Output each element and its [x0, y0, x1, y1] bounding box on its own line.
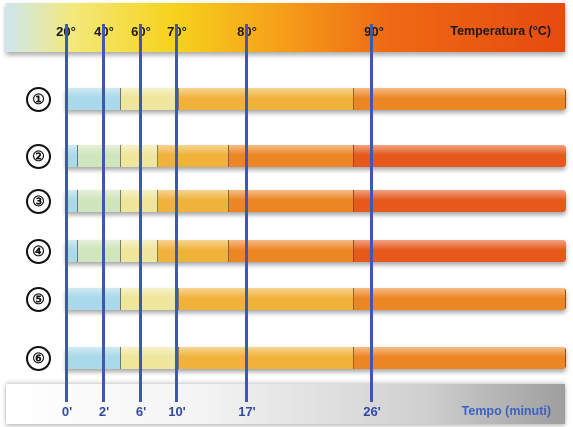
row-number-badge: ⑥ [26, 346, 51, 371]
time-tick: 2' [98, 404, 110, 419]
bar-segment [66, 88, 121, 110]
bar-segment [354, 347, 566, 369]
bar-segment [158, 190, 229, 212]
process-bar [66, 240, 566, 262]
bar-segment [121, 145, 158, 167]
temp-tick: 60° [131, 24, 151, 39]
bar-segment [121, 240, 158, 262]
bar-segment [179, 288, 354, 310]
process-bar [66, 288, 566, 310]
guide-line [245, 24, 248, 402]
row-number-badge: ④ [26, 239, 51, 264]
time-tick: 17' [238, 404, 256, 419]
bar-segment [229, 190, 354, 212]
time-axis-title: Tempo (minuti) [461, 404, 551, 418]
bar-segment [78, 240, 121, 262]
row-number-badge: ② [26, 144, 51, 169]
bar-segment [229, 145, 354, 167]
bar-segment [66, 288, 121, 310]
row-number-badge: ⑤ [26, 287, 51, 312]
bar-segment [179, 347, 354, 369]
guide-line [102, 24, 105, 402]
guide-line [370, 24, 373, 402]
bar-segment [158, 145, 229, 167]
bar-segment [78, 190, 121, 212]
temp-tick: 40° [94, 24, 114, 39]
bar-segment [66, 190, 78, 212]
guide-line [139, 24, 142, 402]
bar-segment [66, 240, 78, 262]
row-number-badge: ① [26, 87, 51, 112]
time-tick: 0' [61, 404, 73, 419]
time-banner [6, 384, 565, 424]
bar-segment [354, 190, 566, 212]
time-tick: 10' [168, 404, 186, 419]
temp-tick: 20° [56, 24, 76, 39]
bar-segment [66, 347, 121, 369]
bar-segment [179, 88, 354, 110]
temp-tick: 80° [237, 24, 257, 39]
process-bar [66, 88, 566, 110]
temp-tick: 70° [167, 24, 187, 39]
bar-segment [158, 240, 229, 262]
bar-segment [121, 88, 179, 110]
guide-line [65, 24, 68, 402]
bar-segment [78, 145, 121, 167]
temperature-banner: 20° 40° 60° 70° 80° 90° Temperatura (°C) [6, 3, 565, 52]
bar-segment [354, 240, 566, 262]
process-bar [66, 190, 566, 212]
bar-segment [66, 145, 78, 167]
temperature-axis-title: Temperatura (°C) [450, 24, 551, 38]
bar-segment [229, 240, 354, 262]
guide-line [175, 24, 178, 402]
bar-segment [354, 288, 566, 310]
temp-tick: 90° [364, 24, 384, 39]
bar-segment [354, 88, 566, 110]
process-bar [66, 347, 566, 369]
row-number-badge: ③ [26, 189, 51, 214]
bar-segment [121, 288, 179, 310]
time-tick: 6' [135, 404, 147, 419]
bar-segment [121, 190, 158, 212]
time-tick: 26' [363, 404, 381, 419]
bar-segment [354, 145, 566, 167]
bar-segment [121, 347, 179, 369]
process-bar [66, 145, 566, 167]
